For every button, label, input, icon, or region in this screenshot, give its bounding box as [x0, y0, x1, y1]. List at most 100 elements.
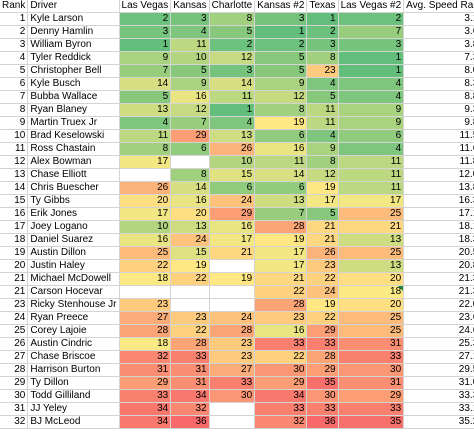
avg-speed-rank-cell[interactable]: 25.33 — [403, 337, 474, 351]
avg-speed-rank-cell[interactable]: 21.33 — [403, 272, 474, 286]
rank-cell[interactable]: 20 — [0, 259, 29, 273]
race-rank-cell[interactable]: 28 — [209, 324, 256, 338]
race-rank-cell[interactable]: 8 — [306, 155, 339, 169]
driver-cell[interactable]: Ricky Stenhouse Jr — [27, 298, 120, 312]
race-rank-cell[interactable]: 34 — [119, 415, 172, 429]
race-rank-cell[interactable]: 16 — [119, 233, 172, 247]
header-cell-las-vegas[interactable]: Las Vegas — [119, 0, 172, 13]
header-cell-rank[interactable]: Rank — [0, 0, 29, 13]
race-rank-cell[interactable]: 31 — [338, 337, 405, 351]
race-rank-cell[interactable]: 15 — [209, 168, 256, 182]
avg-speed-rank-cell[interactable]: 18.17 — [403, 220, 474, 234]
race-rank-cell[interactable]: 12 — [306, 168, 339, 182]
race-rank-cell[interactable]: 22 — [306, 272, 339, 286]
race-rank-cell[interactable]: 7 — [338, 25, 405, 39]
driver-cell[interactable]: Joey Logano — [27, 220, 120, 234]
driver-cell[interactable]: Harrison Burton — [27, 363, 120, 377]
race-rank-cell[interactable]: 15 — [170, 246, 210, 260]
race-rank-cell[interactable]: 30 — [254, 363, 308, 377]
race-rank-cell[interactable]: 13 — [170, 220, 210, 234]
race-rank-cell[interactable]: 1 — [209, 103, 256, 117]
race-rank-cell[interactable]: 33 — [254, 402, 308, 416]
rank-cell[interactable]: 23 — [0, 298, 29, 312]
race-rank-cell[interactable]: 3 — [170, 12, 210, 26]
race-rank-cell[interactable]: 5 — [209, 25, 256, 39]
race-rank-cell[interactable]: 4 — [119, 116, 172, 130]
race-rank-cell[interactable]: 21 — [209, 246, 256, 260]
race-rank-cell[interactable]: 32 — [119, 350, 172, 364]
race-rank-cell[interactable]: 17 — [119, 207, 172, 221]
race-rank-cell[interactable]: 13 — [338, 259, 405, 273]
race-rank-cell[interactable]: 14 — [254, 168, 308, 182]
race-rank-cell[interactable]: 17 — [338, 194, 405, 208]
race-rank-cell[interactable]: 30 — [338, 363, 405, 377]
driver-cell[interactable]: Ross Chastain — [27, 142, 120, 156]
race-rank-cell[interactable]: 9 — [254, 77, 308, 91]
race-rank-cell[interactable]: 33 — [338, 402, 405, 416]
race-rank-cell[interactable]: 33 — [306, 337, 339, 351]
rank-cell[interactable]: 32 — [0, 415, 29, 429]
race-rank-cell[interactable] — [209, 415, 256, 429]
avg-speed-rank-cell[interactable]: 3.83 — [403, 38, 474, 52]
race-rank-cell[interactable]: 23 — [254, 311, 308, 325]
rank-cell[interactable]: 4 — [0, 51, 29, 65]
race-rank-cell[interactable]: 25 — [338, 324, 405, 338]
driver-cell[interactable]: Martin Truex Jr — [27, 116, 120, 130]
rank-cell[interactable]: 9 — [0, 116, 29, 130]
race-rank-cell[interactable]: 29 — [170, 129, 210, 143]
race-rank-cell[interactable] — [170, 298, 210, 312]
avg-speed-rank-cell[interactable]: 16.33 — [403, 194, 474, 208]
race-rank-cell[interactable]: 2 — [119, 12, 172, 26]
race-rank-cell[interactable]: 6 — [254, 129, 308, 143]
avg-speed-rank-cell[interactable]: 8.00 — [403, 64, 474, 78]
race-rank-cell[interactable]: 17 — [119, 155, 172, 169]
race-rank-cell[interactable]: 5 — [119, 90, 172, 104]
race-rank-cell[interactable]: 28 — [170, 337, 210, 351]
race-rank-cell[interactable]: 12 — [170, 103, 210, 117]
race-rank-cell[interactable]: 31 — [170, 376, 210, 390]
race-rank-cell[interactable]: 35 — [306, 376, 339, 390]
driver-cell[interactable]: Carson Hocevar — [27, 285, 120, 299]
race-rank-cell[interactable]: 33 — [119, 389, 172, 403]
driver-cell[interactable]: Ryan Blaney — [27, 103, 120, 117]
race-rank-cell[interactable] — [209, 259, 256, 273]
race-rank-cell[interactable]: 33 — [209, 376, 256, 390]
race-rank-cell[interactable] — [209, 285, 256, 299]
avg-speed-rank-cell[interactable]: 12.00 — [403, 168, 474, 182]
avg-speed-rank-cell[interactable]: 11.67 — [403, 142, 474, 156]
rank-cell[interactable]: 19 — [0, 246, 29, 260]
race-rank-cell[interactable]: 18 — [119, 272, 172, 286]
race-rank-cell[interactable]: 6 — [254, 181, 308, 195]
race-rank-cell[interactable]: 14 — [170, 181, 210, 195]
race-rank-cell[interactable]: 27 — [209, 363, 256, 377]
race-rank-cell[interactable]: 34 — [119, 402, 172, 416]
race-rank-cell[interactable]: 25 — [338, 207, 405, 221]
rank-cell[interactable]: 14 — [0, 181, 29, 195]
race-rank-cell[interactable]: 35 — [338, 415, 405, 429]
race-rank-cell[interactable]: 32 — [170, 402, 210, 416]
driver-cell[interactable]: Brad Keselowski — [27, 129, 120, 143]
race-rank-cell[interactable]: 32 — [254, 415, 308, 429]
avg-speed-rank-cell[interactable]: 11.80 — [403, 155, 474, 169]
race-rank-cell[interactable]: 11 — [170, 38, 210, 52]
race-rank-cell[interactable] — [170, 155, 210, 169]
race-rank-cell[interactable]: 1 — [338, 51, 405, 65]
race-rank-cell[interactable]: 10 — [209, 155, 256, 169]
race-rank-cell[interactable]: 33 — [338, 350, 405, 364]
rank-cell[interactable]: 12 — [0, 155, 29, 169]
avg-speed-rank-cell[interactable]: 21.33 — [403, 285, 474, 299]
race-rank-cell[interactable]: 11 — [119, 129, 172, 143]
avg-speed-rank-cell[interactable]: 23.67 — [403, 311, 474, 325]
driver-cell[interactable]: Chase Elliott — [27, 168, 120, 182]
race-rank-cell[interactable]: 29 — [306, 363, 339, 377]
driver-cell[interactable]: Erik Jones — [27, 207, 120, 221]
avg-speed-rank-cell[interactable]: 27.17 — [403, 350, 474, 364]
race-rank-cell[interactable]: 9 — [338, 103, 405, 117]
header-cell-charlotte[interactable]: Charlotte — [209, 0, 256, 13]
race-rank-cell[interactable]: 14 — [119, 77, 172, 91]
race-rank-cell[interactable]: 22 — [170, 324, 210, 338]
race-rank-cell[interactable]: 31 — [338, 376, 405, 390]
race-rank-cell[interactable]: 24 — [209, 194, 256, 208]
race-rank-cell[interactable]: 24 — [306, 285, 339, 299]
race-rank-cell[interactable]: 2 — [254, 38, 308, 52]
